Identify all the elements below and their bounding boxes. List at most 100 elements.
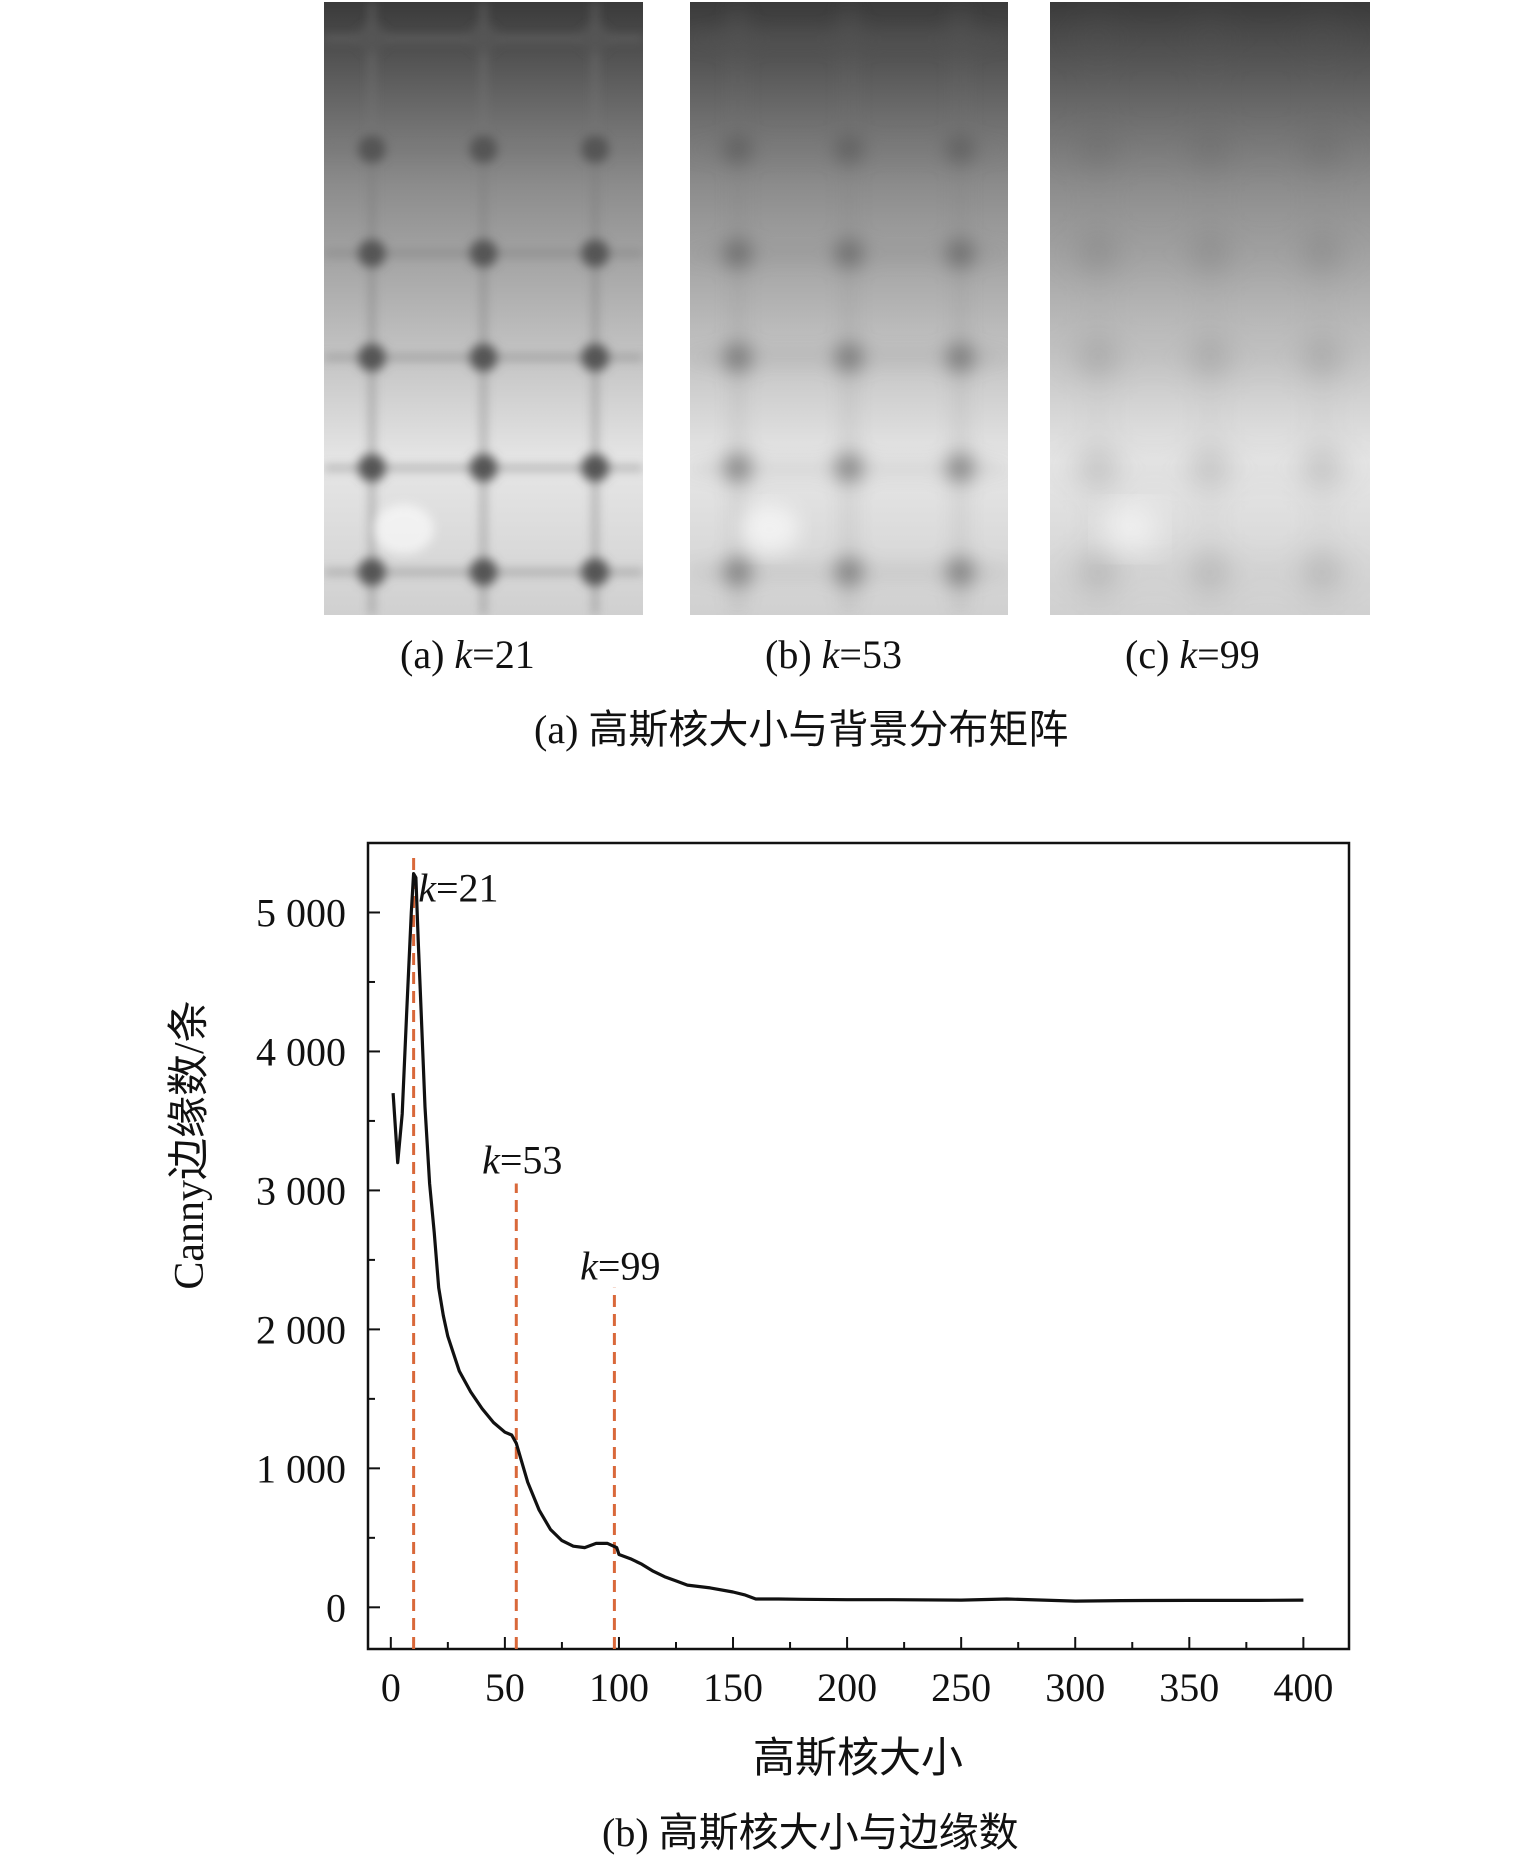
grid-spot: [835, 135, 863, 164]
spot-grid: [690, 2, 1008, 615]
y-tick-label: 2 000: [256, 1307, 346, 1352]
grid-spot: [357, 343, 386, 372]
grid-spot: [946, 453, 975, 482]
grid-spot: [357, 24, 386, 53]
grid-spot: [946, 343, 975, 372]
grid-spot: [581, 558, 610, 587]
grid-spot: [1196, 135, 1224, 164]
grid-spot: [1084, 343, 1112, 372]
figure-b-caption: (b) 高斯核大小与边缘数: [602, 1810, 1019, 1855]
grid-spot: [1084, 24, 1112, 53]
grid-spot: [1308, 453, 1336, 482]
x-tick-label: 400: [1273, 1665, 1333, 1710]
grid-spot: [469, 135, 498, 164]
x-tick-label: 250: [931, 1665, 991, 1710]
x-tick-label: 150: [703, 1665, 763, 1710]
panel-caption-b-prefix: (b): [765, 632, 822, 677]
grid-spot: [469, 453, 498, 482]
grid-spot: [1084, 453, 1112, 482]
grid-spot: [1084, 558, 1112, 587]
axes: 0 50 100 150 200 250 300 350 400 0 1 000 2 000 3 000…: [256, 890, 1333, 1710]
x-axis-title: 高斯核大小: [753, 1736, 963, 1782]
bright-spot: [1100, 504, 1160, 555]
grid-spot: [581, 135, 610, 164]
x-tick-label: 100: [589, 1665, 649, 1710]
grid-spot: [1308, 135, 1336, 164]
panel-caption-a: (a) k=21: [400, 635, 535, 675]
grid-spot: [581, 343, 610, 372]
background-image-k53: [690, 2, 1008, 615]
panel-caption-b-k: k: [821, 632, 840, 677]
grid-spot: [946, 135, 975, 164]
grid-spot: [723, 343, 752, 372]
spot-grid: [324, 2, 643, 615]
grid-spot: [1196, 453, 1224, 482]
grid-spot: [357, 453, 386, 482]
grid-spot: [1196, 239, 1224, 268]
background-image-k21: [324, 2, 643, 615]
k-marker-label: k=21: [418, 865, 498, 910]
grid-spot: [1196, 558, 1224, 587]
x-tick-label: 50: [485, 1665, 525, 1710]
panel-caption-c-prefix: (c): [1125, 632, 1180, 677]
marker-lines: [412, 856, 616, 1649]
annotations: k=21 k=53 k=99: [418, 865, 660, 1288]
grid-spot: [357, 239, 386, 268]
k-marker-label: k=53: [482, 1138, 562, 1183]
x-tick-label: 0: [381, 1665, 401, 1710]
grid-spot: [581, 24, 610, 53]
image-panel-a: [324, 2, 643, 615]
grid-spot: [1084, 135, 1112, 164]
grid-spot: [1308, 239, 1336, 268]
panel-caption-c-k: k: [1179, 632, 1198, 677]
grid-spot: [1196, 24, 1224, 53]
image-panel-b: [690, 2, 1008, 615]
grid-spot: [835, 239, 863, 268]
bright-spot: [739, 504, 800, 555]
grid-spot: [723, 135, 752, 164]
panel-caption-a-k: k: [454, 632, 473, 677]
y-tick-label: 5 000: [256, 890, 346, 935]
figure-a-caption: (a) 高斯核大小与背景分布矩阵: [534, 707, 1069, 752]
grid-spot: [581, 453, 610, 482]
grid-spot: [835, 343, 863, 372]
grid-spot: [835, 453, 863, 482]
image-panel-c: [1050, 2, 1370, 615]
grid-spot: [723, 239, 752, 268]
y-tick-label: 0: [326, 1585, 346, 1630]
grid-spot: [946, 239, 975, 268]
grid-spot: [357, 135, 386, 164]
grid-spot: [1308, 24, 1336, 53]
x-tick-label: 200: [817, 1665, 877, 1710]
grid-spot: [469, 239, 498, 268]
grid-spot: [946, 558, 975, 587]
grid-spot: [357, 558, 386, 587]
panel-caption-a-value: =21: [472, 632, 535, 677]
y-tick-label: 4 000: [256, 1029, 346, 1074]
y-axis-title: Canny边缘数/条: [167, 1000, 213, 1289]
spot-grid: [1050, 2, 1370, 615]
grid-spot: [835, 558, 863, 587]
panel-caption-b-value: =53: [839, 632, 902, 677]
plot-frame: [366, 841, 1351, 1651]
x-tick-label: 300: [1045, 1665, 1105, 1710]
grid-spot: [946, 24, 975, 53]
grid-spot: [469, 343, 498, 372]
grid-spot: [723, 558, 752, 587]
panel-caption-c-value: =99: [1197, 632, 1260, 677]
k-marker-label: k=99: [580, 1243, 660, 1288]
x-tick-label: 350: [1159, 1665, 1219, 1710]
panel-caption-b: (b) k=53: [765, 635, 902, 675]
grid-spot: [581, 239, 610, 268]
y-tick-label: 1 000: [256, 1446, 346, 1491]
grid-spot: [469, 558, 498, 587]
y-tick-label: 3 000: [256, 1168, 346, 1213]
grid-spot: [1196, 343, 1224, 372]
grid-spot: [835, 24, 863, 53]
grid-spot: [723, 24, 752, 53]
panel-caption-c: (c) k=99: [1125, 635, 1260, 675]
panel-caption-a-prefix: (a): [400, 632, 455, 677]
background-image-k99: [1050, 2, 1370, 615]
bright-spot: [373, 504, 434, 555]
